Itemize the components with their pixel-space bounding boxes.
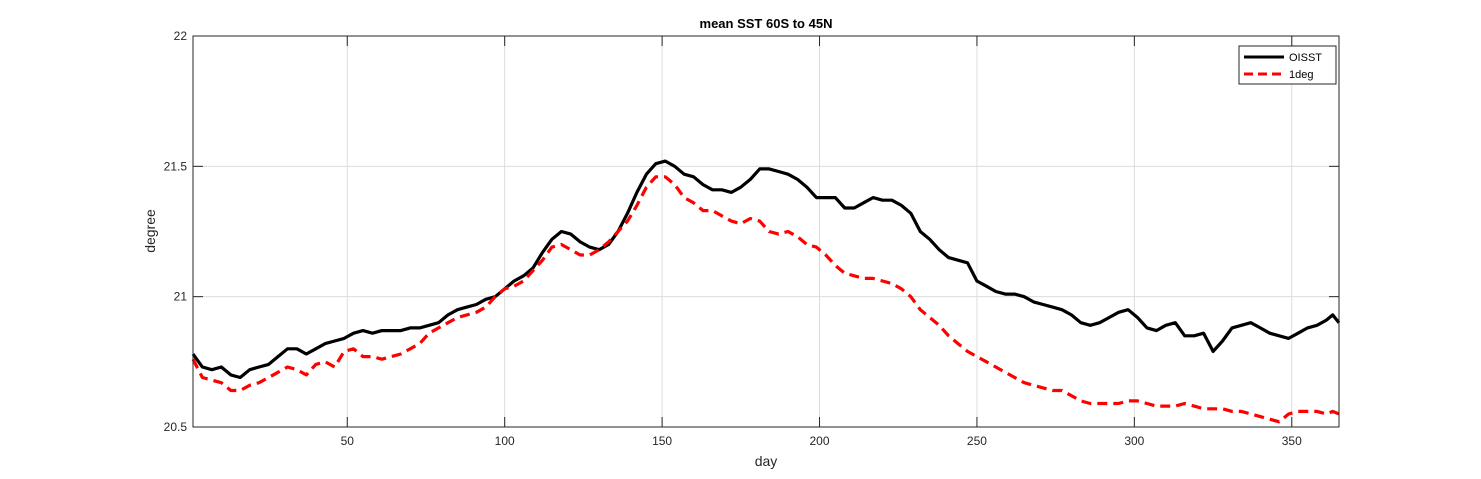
x-tick-label: 50 bbox=[341, 434, 355, 448]
y-tick-label: 21 bbox=[174, 290, 188, 304]
x-axis-label: day bbox=[755, 453, 778, 469]
x-tick-label: 100 bbox=[495, 434, 515, 448]
legend-label-oisst: OISST bbox=[1289, 52, 1322, 64]
y-tick-label: 22 bbox=[174, 29, 188, 43]
legend-box bbox=[1238, 45, 1337, 85]
chart-title: mean SST 60S to 45N bbox=[700, 16, 833, 31]
x-tick-label: 150 bbox=[652, 434, 672, 448]
series-group bbox=[191, 159, 1341, 424]
series-line-oisst bbox=[191, 159, 1341, 380]
x-tick-label: 300 bbox=[1124, 434, 1144, 448]
series-line-1deg bbox=[191, 175, 1340, 424]
ticks: 50 100 150 200 250 300 350 20.5 21 21.5 22 bbox=[164, 29, 1339, 448]
y-tick-label: 21.5 bbox=[164, 159, 188, 173]
grid bbox=[193, 36, 1339, 427]
y-axis-label: degree bbox=[142, 209, 158, 253]
x-tick-label: 350 bbox=[1282, 434, 1302, 448]
plot-area bbox=[193, 36, 1339, 427]
y-tick-label: 20.5 bbox=[164, 420, 188, 434]
x-tick-label: 200 bbox=[810, 434, 830, 448]
axes-box bbox=[192, 35, 1340, 428]
x-tick-label: 250 bbox=[967, 434, 987, 448]
legend-label-1deg: 1deg bbox=[1289, 69, 1313, 81]
legend: OISST 1deg bbox=[1238, 45, 1337, 85]
